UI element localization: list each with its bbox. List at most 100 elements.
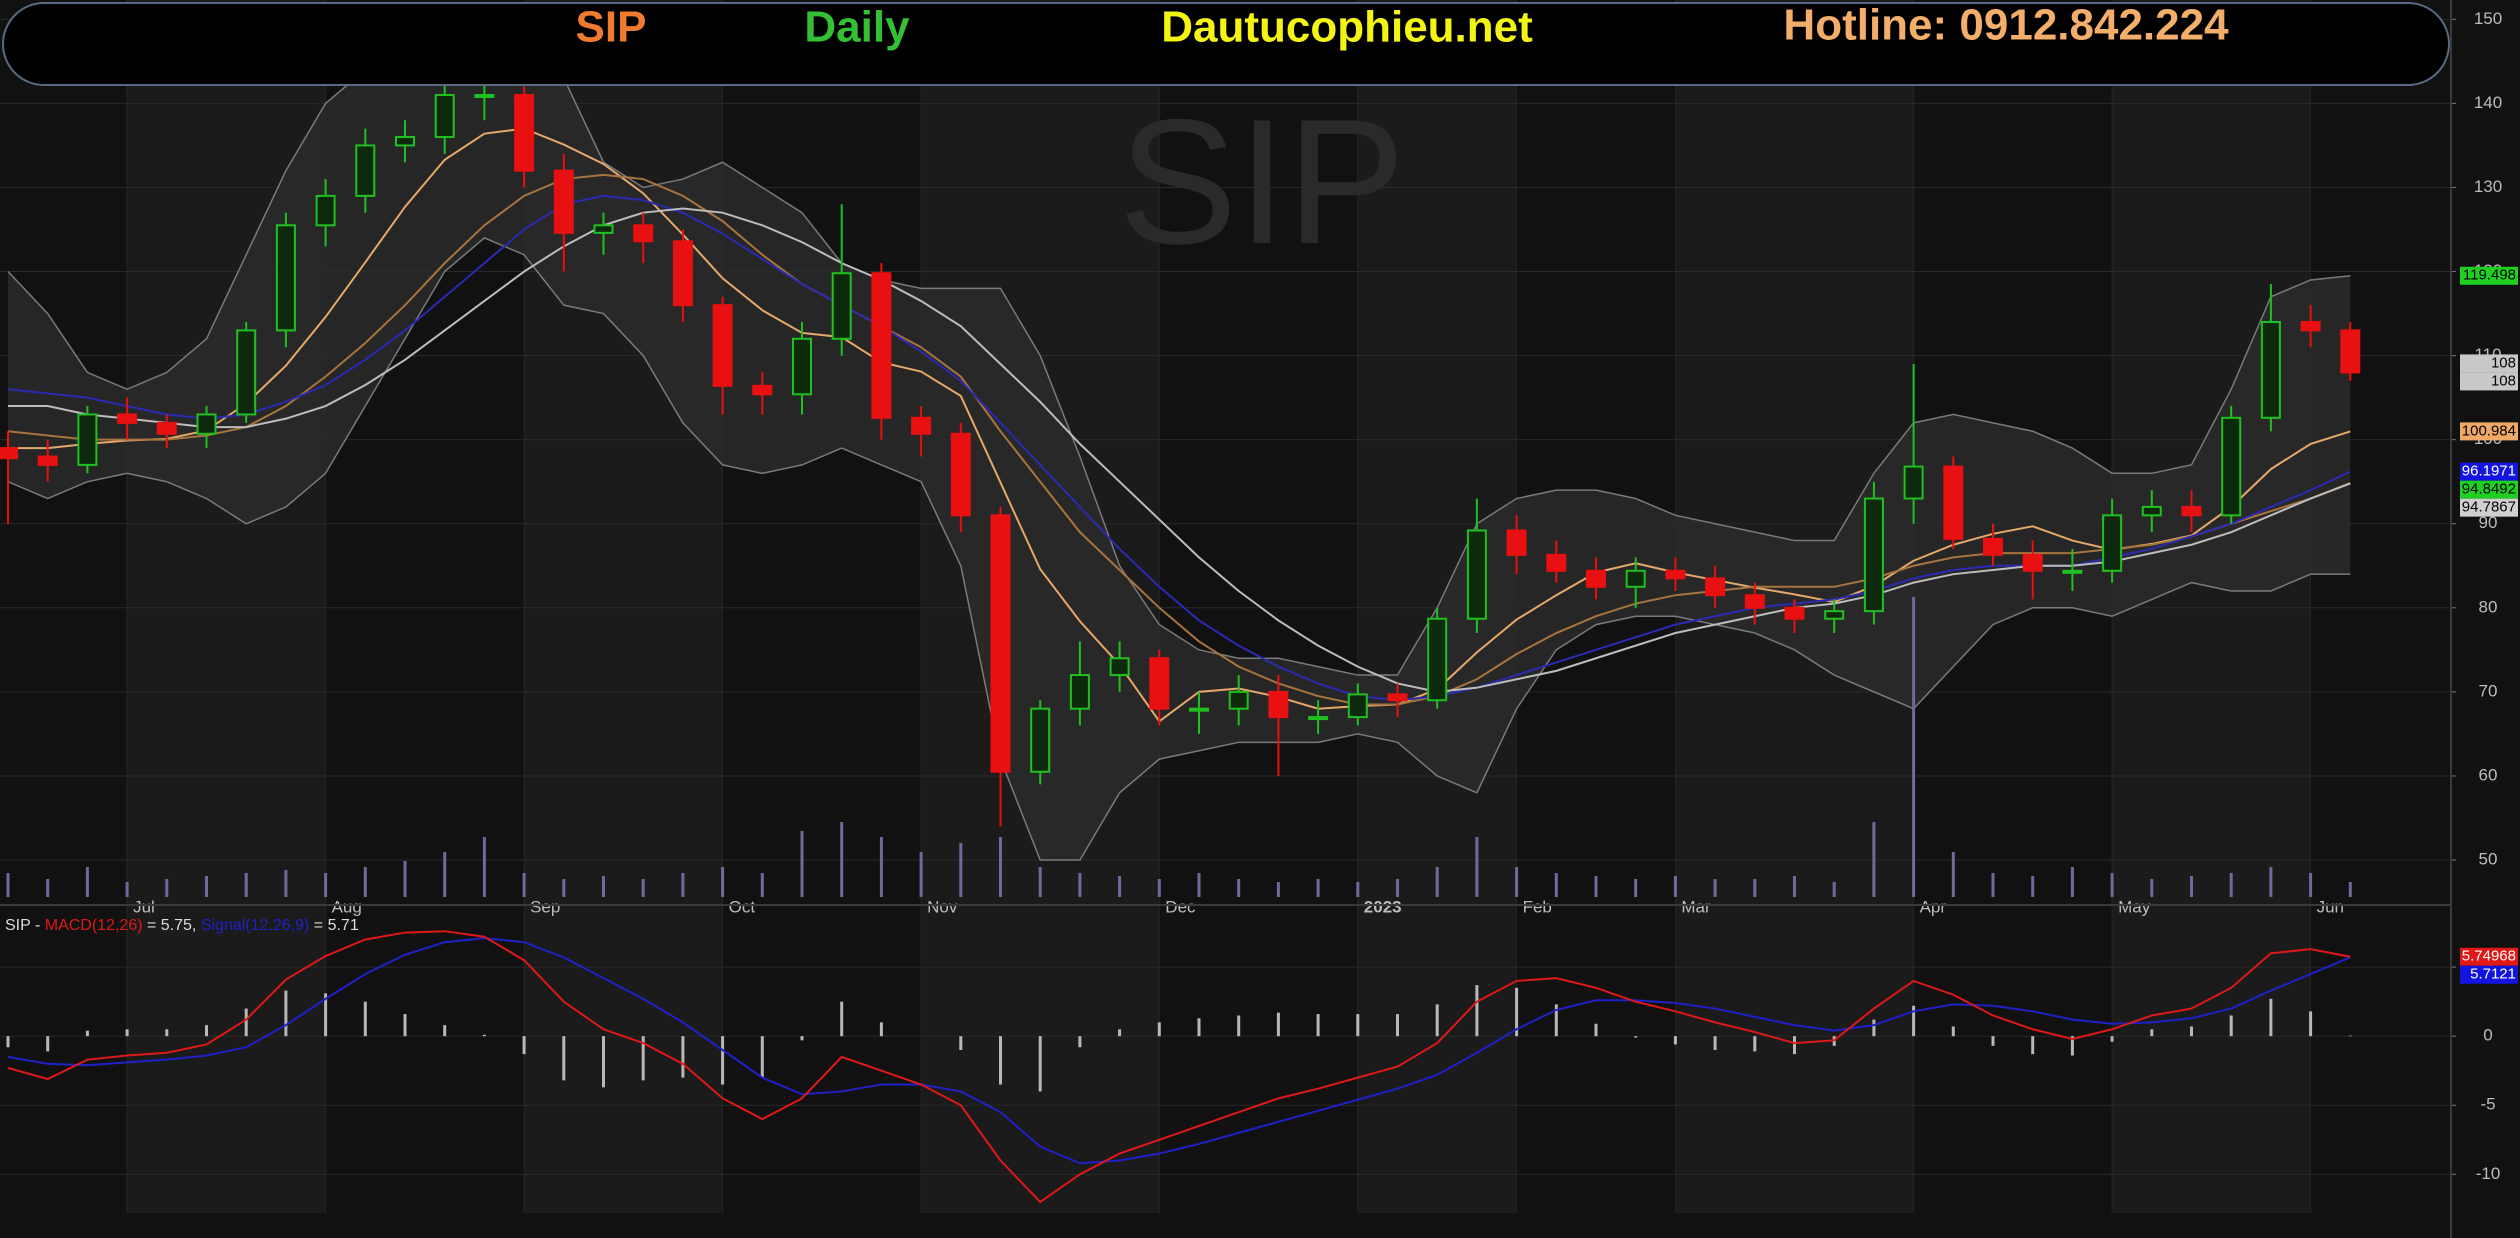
macd-histogram-bar: [1515, 987, 1519, 1037]
macd-histogram-bar: [244, 1008, 248, 1037]
volume-bar: [919, 852, 923, 897]
volume-bar: [1793, 876, 1796, 897]
volume-bar: [1951, 852, 1955, 897]
macd-histogram-bar: [602, 1036, 605, 1088]
candle-body: [0, 447, 18, 460]
volume-bar: [522, 873, 526, 897]
macd-line: [7, 930, 2351, 1204]
x-tick-label: Mar: [1681, 897, 1711, 916]
candle-body: [514, 93, 535, 172]
candle-body: [355, 144, 376, 197]
macd-histogram-bar: [284, 990, 288, 1037]
candle-body: [395, 136, 415, 147]
volume-bar: [6, 873, 10, 897]
candle-body: [236, 329, 257, 416]
volume-bar: [1276, 882, 1280, 897]
candle-body: [1586, 569, 1606, 588]
macd-histogram-bar: [46, 1036, 50, 1052]
macd-histogram-bar: [1396, 1014, 1399, 1037]
macd-histogram-bar: [681, 1036, 685, 1078]
macd-histogram-bar: [1951, 1026, 1955, 1037]
candle-body: [77, 413, 98, 466]
macd-histogram-bar: [1157, 1022, 1161, 1037]
candle-body: [1228, 690, 1249, 710]
value-tag: [2460, 947, 2518, 966]
volume-bar: [1872, 822, 1876, 897]
volume-bar: [1634, 879, 1638, 897]
candle-body: [831, 272, 852, 340]
volume-bar: [602, 876, 605, 897]
macd-histogram-bar: [879, 1022, 883, 1037]
candle-body: [1705, 577, 1726, 597]
macd-legend: SIP - MACD(12,26) = 5.75, Signal(12,26,9…: [5, 917, 359, 934]
volume-bar: [1316, 879, 1320, 897]
value-tag: [2460, 422, 2518, 441]
candle-body: [1665, 569, 1686, 580]
macd-histogram-bar: [205, 1025, 208, 1037]
x-tick-label: Nov: [927, 897, 958, 916]
macd-histogram-bar: [1038, 1036, 1042, 1092]
candle-body: [1189, 707, 1209, 712]
value-tag-label: 94.7867: [2462, 499, 2516, 516]
header-bar: [2, 2, 2450, 86]
volume-bar: [482, 837, 486, 897]
candle-body: [1506, 529, 1527, 556]
macd-histogram-bar: [1276, 1012, 1280, 1037]
value-tag-label: 108: [2491, 354, 2516, 371]
y-tick-label: 140: [2474, 93, 2502, 112]
macd-histogram-bar: [125, 1029, 129, 1037]
macd-histogram-bar: [6, 1036, 10, 1048]
header-site: Dautucophieu.net: [1161, 3, 1533, 52]
macd-histogram-bar: [1554, 1004, 1558, 1037]
y-tick-label: 80: [2479, 597, 2498, 616]
volume-bar: [2269, 867, 2273, 897]
x-tick-label: 2023: [1364, 897, 1402, 916]
candle-body: [434, 93, 455, 139]
macd-histogram-bar: [2190, 1026, 2193, 1037]
x-tick-label: Jun: [2317, 897, 2344, 916]
macd-histogram-bar: [2348, 1035, 2352, 1037]
volume-bar: [562, 879, 566, 897]
volume-bar: [1713, 879, 1717, 897]
candle-body: [37, 455, 58, 466]
volume-bar: [879, 837, 883, 897]
macd-histogram-bar: [1872, 1019, 1876, 1037]
volume-bar: [1038, 867, 1042, 897]
candle-body: [752, 384, 773, 396]
value-tag-label: 96.1971: [2462, 463, 2516, 480]
macd-histogram-bar: [1197, 1018, 1201, 1037]
candle-body: [1744, 594, 1765, 609]
moving-average: [7, 173, 2351, 706]
x-tick-label: Aug: [332, 897, 362, 916]
macd-histogram-bar: [1594, 1023, 1598, 1037]
macd-histogram-bar: [562, 1036, 566, 1081]
candle-body: [1983, 537, 2003, 556]
macd-histogram-bar: [959, 1036, 963, 1050]
macd-histogram-bar: [2309, 1011, 2313, 1037]
candle-body: [712, 304, 733, 387]
y-tick-label: 0: [2483, 1026, 2492, 1045]
y-tick-label: 60: [2479, 765, 2498, 784]
macd-histogram-bar: [2229, 1015, 2233, 1037]
candle-body: [950, 432, 971, 517]
volume-bar: [2348, 882, 2352, 897]
y-tick-label: -10: [2476, 1164, 2501, 1183]
candle-body: [1308, 716, 1329, 721]
volume-bar: [1197, 873, 1201, 897]
candle-body: [1784, 606, 1805, 620]
macd-histogram-bar: [760, 1036, 764, 1078]
volume-bar: [2309, 873, 2313, 897]
candle-body: [315, 194, 336, 227]
macd-histogram-bar: [1634, 1036, 1638, 1038]
volume-bar: [1594, 876, 1598, 897]
macd-histogram-bar: [840, 1001, 844, 1037]
candle-body: [1863, 497, 1884, 613]
value-tag: [2460, 372, 2518, 391]
macd-histogram-bar: [641, 1036, 645, 1081]
y-tick-label: 50: [2479, 849, 2498, 868]
volume-bar: [1118, 876, 1122, 897]
candle-body: [1546, 553, 1567, 572]
candle-body: [871, 272, 892, 419]
macd-histogram-bar: [1793, 1036, 1796, 1055]
